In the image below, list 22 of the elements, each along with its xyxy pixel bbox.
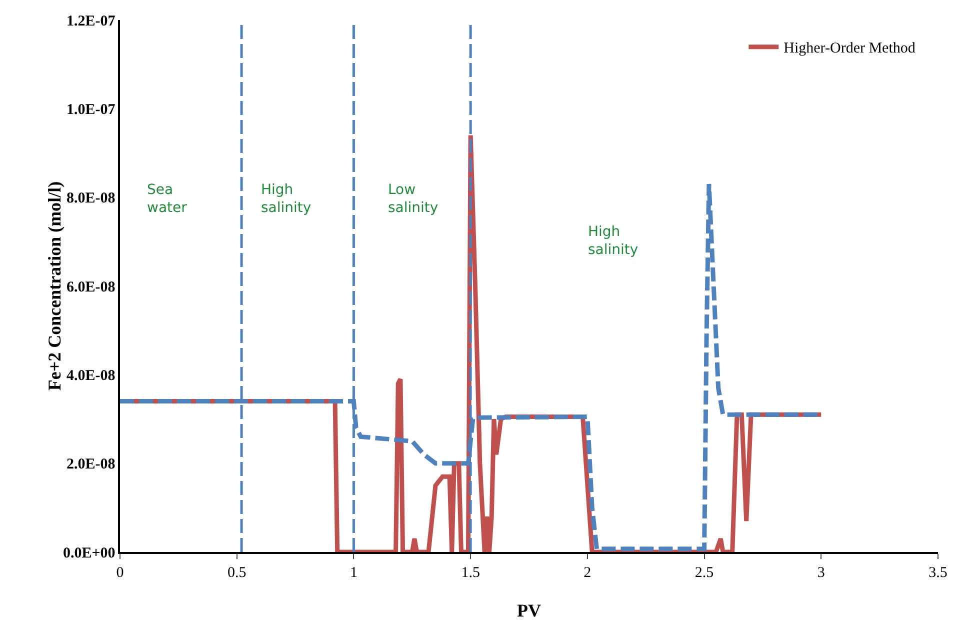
x-tick-label: 3	[817, 564, 825, 581]
y-tick-label: 1.0E-07	[66, 102, 116, 118]
annotation: Low salinity	[388, 182, 438, 216]
x-tick-label: 1	[350, 564, 358, 581]
legend-label: Higher-Order Method	[784, 40, 916, 57]
x-tick-label: 2.5	[694, 564, 714, 581]
x-tick-label: 0	[116, 564, 124, 581]
x-tick-label: 0.5	[227, 564, 246, 581]
x-axis-title: PV	[517, 600, 541, 620]
y-tick-label: 4.0E-08	[66, 368, 116, 384]
y-axis-title: Fe+2 Concentration (mol/l)	[44, 181, 64, 391]
x-tick-label: 2	[584, 564, 592, 581]
x-tick-label: 1.5	[461, 564, 480, 581]
annotation: High salinity	[588, 224, 638, 258]
x-tick-label: 3.5	[928, 564, 948, 581]
annotation: Sea water	[147, 182, 188, 216]
y-tick-label: 8.0E-08	[66, 190, 116, 207]
y-tick-label: 2.0E-08	[66, 456, 116, 473]
y-tick-label: 1.2E-07	[66, 13, 116, 30]
annotation: High salinity	[261, 182, 312, 216]
y-tick-label: 6.0E-08	[66, 279, 116, 296]
y-tick-label: 0.0E+00	[62, 545, 116, 562]
